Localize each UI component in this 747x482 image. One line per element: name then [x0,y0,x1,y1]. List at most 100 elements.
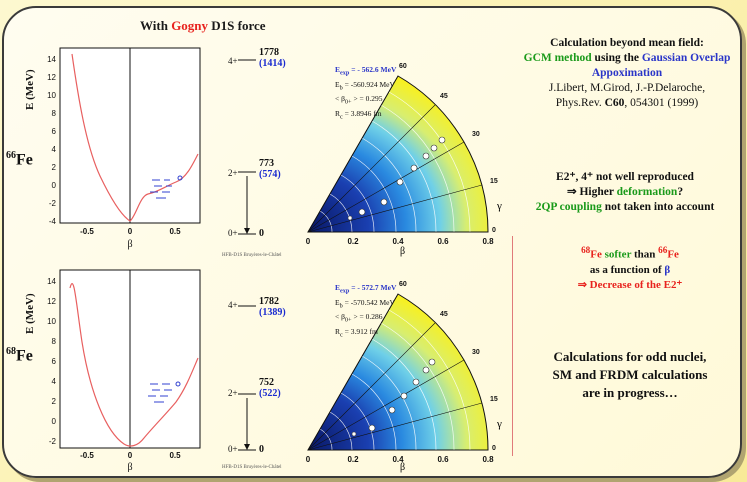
spin-label: 0+ [228,228,238,238]
polar-beta-label: β [400,246,406,257]
y-tick: 4 [52,145,57,154]
y-tick: 0 [52,417,57,426]
spin-label: 4+ [228,56,238,66]
level-energy-calc: 0 [259,228,264,239]
mean-deformation: < β0+ > = 0.295 [335,94,383,106]
radial-tick: 0.8 [482,455,494,464]
angle-rays [307,75,488,233]
angle-tick: 15 [490,178,498,185]
outlook-note: Calculations for odd nuclei, SM and FRDM… [552,349,708,400]
calc-title: Calculation beyond mean field: [550,37,704,49]
y-tick: 6 [52,127,57,136]
level-energy-exp: (1389) [259,307,286,318]
y-tick: 12 [47,73,56,82]
angle-tick: 60 [399,281,407,288]
angle-rays [307,293,488,451]
y-tick: -2 [49,199,57,208]
x-tick: 0 [128,227,133,236]
x-axis-title: β [127,462,132,472]
level-scheme-66fe [238,59,256,235]
binding-energy: Eb = -560.924 MeV [335,79,395,92]
level-scheme-68fe [238,305,256,451]
x-tick-labels: -0.5 0 0.5 [80,451,181,460]
y-axis-title: E (MeV) [24,293,36,334]
y-tick: 8 [52,337,57,346]
y-tick: 2 [52,163,57,172]
radial-tick: 0.2 [347,455,359,464]
y-tick-labels: 14 12 10 8 6 4 2 0 -2 [47,277,56,446]
authors: J.Libert, M.Girod, J.-P.Delaroche, [548,82,706,94]
radial-tick: 0.4 [392,237,404,246]
spin-label: 2+ [228,388,238,398]
y-tick: 2 [52,397,57,406]
x-tick: 0.5 [169,227,181,236]
level-energy-calc: 773 [259,158,274,169]
radial-tick: 0 [306,237,311,246]
exp-energy: Eexp = - 562.6 MeV [335,65,397,77]
polar-gamma-label: γ [497,200,502,212]
y-tick: 10 [47,91,56,100]
reference: Phys.Rev. C60, 054301 (1999) [555,97,699,109]
x-tick: 0 [128,451,133,460]
x-tick: -0.5 [80,451,94,460]
wavefunction-points [347,136,446,221]
energy-curve-plot-68fe: 14 12 10 8 6 4 2 0 -2 -0.5 0 0.5 β [47,269,201,472]
radial-tick: 0.2 [347,237,359,246]
slide-title: With Gogny D1S force [140,18,266,33]
charge-radius: Rc = 3.912 fm [335,326,378,339]
level-marker [177,175,183,181]
x-tick-labels: -0.5 0 0.5 [80,227,181,236]
radial-ticks: 0 0.2 0.4 0.6 0.8 [306,455,494,464]
spin-label: 4+ [228,300,238,310]
radial-tick: 0.6 [437,455,449,464]
mean-deformation: < β0+ > = 0.286 [335,312,383,324]
angle-tick: 45 [440,311,448,318]
radial-tick: 0.8 [482,237,494,246]
level-energy-exp: (522) [259,388,281,399]
energy-curve-plot-66fe: 14 12 10 8 6 4 2 0 -2 -4 -0.5 0 0.5 β [47,47,201,250]
wavefunction-points [351,358,436,437]
level-energy-calc: 0 [259,444,264,455]
y-tick: 4 [52,377,57,386]
y-tick: -2 [49,437,57,446]
radial-tick: 0.6 [437,237,449,246]
radial-ticks: 0 0.2 0.4 0.6 0.8 [306,237,494,246]
angle-tick: 30 [472,131,480,138]
polar-contour-66fe: 0 0.2 0.4 0.6 0.8 60 45 30 15 0 [306,63,498,246]
angle-tick: 15 [490,396,498,403]
level-energy-calc: 1782 [259,296,279,307]
angle-tick: 60 [399,63,407,70]
radial-tick: 0 [306,455,311,464]
level-energy-calc: 1778 [259,47,279,58]
x-axis-title: β [127,239,132,250]
y-tick: 8 [52,109,57,118]
nucleus-label-68fe: 68Fe [6,346,33,365]
level-marker [175,381,181,387]
binding-energy: Eb = -570.542 MeV [335,297,395,310]
polar-contour-68fe: 0 0.2 0.4 0.6 0.8 60 45 30 15 0 [306,281,498,464]
spin-label: 0+ [228,444,238,454]
nucleus-label-66fe: 66Fe [6,150,33,169]
y-axis-title: E (MeV) [24,69,36,110]
x-tick: 0.5 [169,451,181,460]
polar-gamma-label: γ [497,418,502,430]
angle-tick: 0 [492,445,496,452]
method-description: Calculation beyond mean field: GCM metho… [512,36,742,111]
softness-note: 68Fe softer than 66Fe as a function of β… [577,245,683,291]
angle-tick: 0 [492,227,496,234]
y-tick: 10 [47,317,56,326]
y-tick: 12 [47,297,56,306]
y-tick: -4 [49,217,57,226]
plot-caption: HFB-D1S Bruyères-le-Châtel [222,253,282,258]
angle-ticks: 60 45 30 15 0 [399,63,498,234]
y-tick: 14 [47,55,56,64]
level-energy-exp: (1414) [259,58,286,69]
ground-state-info: Eexp = - 572.7 MeV Eb = -570.542 MeV < β… [335,282,396,340]
column-divider [512,236,513,456]
x-tick: -0.5 [80,227,94,236]
plot-caption: HFB-D1S Bruyères-le-Châtel [222,465,282,470]
angle-tick: 45 [440,93,448,100]
angle-ticks: 60 45 30 15 0 [399,281,498,452]
y-tick-labels: 14 12 10 8 6 4 2 0 -2 -4 [47,55,56,226]
exp-energy: Eexp = - 572.7 MeV [335,283,397,295]
